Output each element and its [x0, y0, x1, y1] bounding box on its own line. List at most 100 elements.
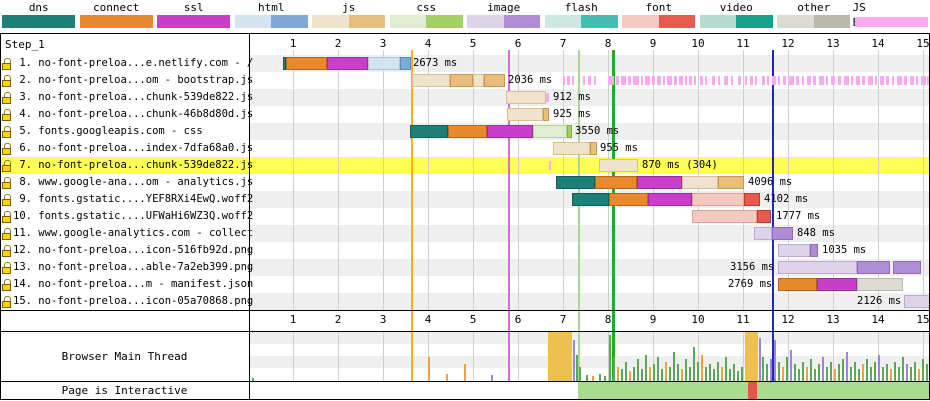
legend-swatch — [467, 15, 541, 28]
legend-item-css: css — [388, 0, 466, 32]
dns-segment — [283, 57, 286, 70]
legend-item-image: image — [465, 0, 543, 32]
js-execution-mark — [645, 76, 650, 85]
js-execution-mark — [927, 76, 929, 85]
main-thread-activity-spike — [252, 378, 254, 381]
request-row-label[interactable]: 9. fonts.gstatic....YEF8RXi4EwQ.woff2 — [0, 191, 253, 208]
main-thread-activity-spike — [669, 367, 671, 381]
js-execution-mark — [886, 76, 889, 85]
request-row-label[interactable]: 5. fonts.googleapis.com - css — [0, 123, 248, 140]
lock-icon — [2, 176, 13, 189]
request-row-label[interactable]: 2. no-font-preloa...om - bootstrap.js — [0, 72, 253, 89]
main-thread-activity-spike — [902, 357, 904, 381]
request-row-label[interactable]: 1. no-font-preloa...e.netlify.com - / — [0, 55, 253, 72]
axis-tick-bottom: 15 — [916, 313, 930, 326]
legend-swatch-light — [389, 15, 427, 28]
main-thread-activity-spike — [705, 367, 707, 381]
js-execution-mark — [567, 76, 570, 85]
dns-segment — [410, 125, 448, 138]
main-thread-activity-spike — [661, 369, 663, 381]
js-execution-mark — [921, 76, 926, 85]
main-thread-activity-spike — [633, 367, 635, 381]
request-time-label: 848 ms — [797, 227, 835, 239]
request-row-label[interactable]: 6. no-font-preloa...index-7dfa68a0.js — [0, 140, 253, 157]
js-execution-mark — [762, 76, 765, 85]
main-thread-activity-spike — [922, 359, 924, 381]
js-execution-mark — [731, 76, 733, 85]
legend-swatch-light — [467, 15, 504, 28]
js-execution-mark — [700, 76, 703, 85]
main-thread-activity-spike — [697, 362, 699, 381]
legend-swatch — [389, 15, 463, 28]
request-row-label[interactable]: 7. no-font-preloa...chunk-539de822.js — [0, 157, 253, 174]
legend-label: other — [797, 1, 831, 14]
request-row-label[interactable]: 8. www.google-ana...om - analytics.js — [0, 174, 253, 191]
img-dark-segment — [857, 261, 890, 274]
request-row-label[interactable]: 3. no-font-preloa...chunk-539de822.js — [0, 89, 253, 106]
main-thread-activity-spike — [918, 369, 920, 381]
main-thread-activity-spike — [826, 367, 828, 381]
js-dark-segment — [590, 142, 597, 155]
request-row-label[interactable]: 12. no-font-preloa...icon-516fb92d.png — [0, 242, 253, 259]
js-execution-mark — [851, 76, 853, 85]
main-thread-activity-spike — [701, 355, 703, 381]
gridline — [293, 50, 294, 310]
legend-swatch-dark — [813, 15, 851, 28]
font-dark-segment — [744, 193, 760, 206]
legend-swatch — [312, 15, 386, 28]
legend-swatch-light — [544, 15, 582, 28]
legend-swatch-dark — [426, 15, 463, 28]
axis-tick-bottom: 5 — [469, 313, 477, 326]
label-column-divider — [249, 33, 250, 400]
axis-tick-bottom: 8 — [604, 313, 612, 326]
js-execution-mark — [772, 76, 776, 85]
main-thread-activity-spike — [579, 367, 581, 381]
lock-icon — [2, 57, 13, 70]
js-execution-mark — [663, 76, 665, 85]
request-url-text: 13. no-font-preloa...able-7a2eb399.png — [13, 261, 254, 273]
img-light-segment — [904, 295, 930, 308]
ssl-segment — [817, 278, 857, 291]
request-row-label[interactable]: 13. no-font-preloa...able-7a2eb399.png — [0, 259, 253, 276]
main-thread-activity-spike — [689, 367, 691, 381]
legend: dns connect ssl html js css image flash font vide… — [0, 0, 930, 32]
axis-tick-bottom: 6 — [514, 313, 522, 326]
axis-tick-top: 11 — [736, 37, 750, 50]
main-thread-activity-spike — [842, 359, 844, 381]
lock-icon — [2, 261, 13, 274]
gridline — [383, 332, 384, 381]
request-row-label[interactable]: 15. no-font-preloa...icon-05a70868.png — [0, 293, 253, 310]
main-thread-activity-spike — [733, 364, 735, 381]
request-url-text: 1. no-font-preloa...e.netlify.com - / — [13, 57, 254, 69]
main-thread-activity-spike — [721, 367, 723, 381]
js-execution-mark — [789, 76, 794, 85]
js-execution-mark — [910, 76, 914, 85]
request-row-label[interactable]: 4. no-font-preloa...chunk-46b8d80d.js — [0, 106, 253, 123]
main-thread-activity-spike — [653, 364, 655, 381]
request-row-label[interactable]: 14. no-font-preloa...m - manifest.json — [0, 276, 253, 293]
main-thread-activity-spike — [592, 376, 594, 381]
interactive-bar-red — [748, 382, 757, 399]
main-thread-activity-spike — [914, 362, 916, 381]
axis-tick-top: 2 — [334, 37, 342, 50]
main-thread-band — [250, 344, 929, 356]
main-thread-activity-spike — [491, 375, 493, 381]
gridline — [788, 50, 789, 310]
start-render-line — [411, 50, 413, 381]
gridline — [743, 332, 744, 381]
js-execution-mark — [572, 76, 574, 85]
request-url-text: 10. fonts.gstatic....UFWaHi6WZ3Q.woff2 — [13, 210, 254, 222]
main-thread-activity-spike — [886, 364, 888, 381]
main-thread-activity-spike — [782, 367, 784, 381]
lock-icon — [2, 91, 13, 104]
request-row-label[interactable]: 11. www.google-analytics.com - collect — [0, 225, 253, 242]
js-execution-mark — [778, 76, 780, 85]
main-thread-activity-spike — [866, 359, 868, 381]
css-dark-segment — [567, 125, 572, 138]
js-light-segment — [682, 176, 718, 189]
img-light-segment — [778, 261, 857, 274]
gridline — [338, 50, 339, 310]
js-execution-mark — [819, 76, 824, 85]
request-row-label[interactable]: 10. fonts.gstatic....UFWaHi6WZ3Q.woff2 — [0, 208, 253, 225]
axis-tick-top: 14 — [871, 37, 885, 50]
